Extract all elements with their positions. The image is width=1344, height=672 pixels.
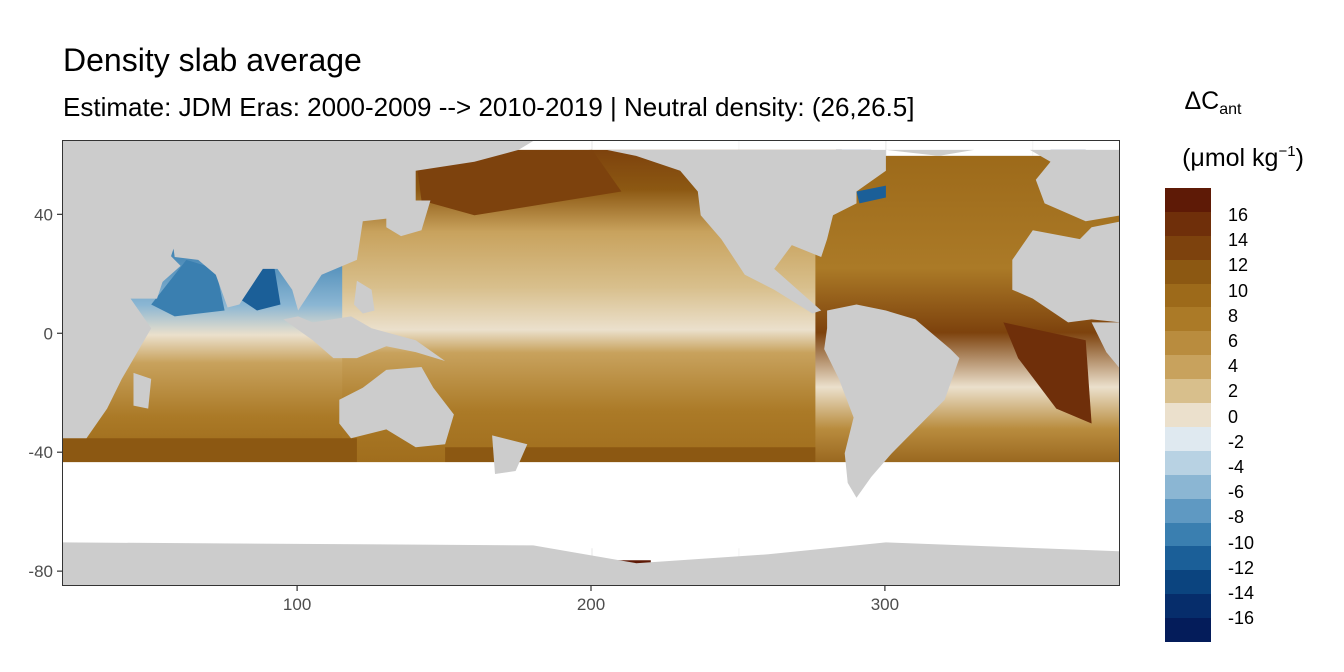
legend-label: -8 <box>1228 507 1245 528</box>
antarctica <box>63 542 1119 585</box>
y-tick-label: 0 <box>44 324 53 343</box>
india <box>215 262 263 305</box>
heatmap-map <box>63 141 1119 585</box>
arabia <box>107 245 181 296</box>
arabian-sea-field <box>151 259 225 317</box>
legend-swatch <box>1165 379 1211 404</box>
madagascar <box>133 372 152 409</box>
x-axis: 100 200 300 <box>283 586 899 614</box>
legend-swatch <box>1165 450 1211 476</box>
legend-label: -10 <box>1228 532 1255 553</box>
legend-title: ΔCant <box>1184 87 1242 118</box>
legend-swatch <box>1165 355 1211 380</box>
africa-west <box>1012 221 1119 323</box>
legend-swatch <box>1165 498 1211 524</box>
legend-label: -2 <box>1228 431 1245 452</box>
philippines <box>354 280 375 314</box>
legend-label: 12 <box>1228 255 1249 276</box>
greenland-tip <box>885 149 975 156</box>
legend-label: -16 <box>1228 608 1255 629</box>
legend-swatch <box>1165 283 1211 308</box>
legend-swatch <box>1165 474 1211 500</box>
legend-swatch <box>1165 594 1211 619</box>
legend-swatch <box>1165 259 1211 285</box>
australia <box>339 367 454 448</box>
japan <box>386 200 431 237</box>
legend-swatch <box>1165 211 1211 237</box>
africa-central <box>1091 322 1119 368</box>
legend-label: -14 <box>1228 583 1255 603</box>
legend-label: 0 <box>1228 406 1239 427</box>
x-tick-label: 100 <box>283 595 311 614</box>
x-tick-label: 200 <box>577 595 605 614</box>
legend-label: -12 <box>1228 557 1255 578</box>
chart-subtitle: Estimate: JDM Eras: 2000-2009 --> 2010-2… <box>63 92 915 122</box>
land-mask <box>63 141 1119 585</box>
legend-swatch <box>1165 403 1211 428</box>
legend-swatch <box>1165 235 1211 261</box>
y-tick-label: -80 <box>28 562 53 581</box>
y-tick-label: 40 <box>34 205 53 224</box>
legend-swatch <box>1165 546 1211 571</box>
legend-swatch <box>1165 570 1211 595</box>
legend-unit: (μmol kg−1) <box>1182 143 1304 172</box>
legend-label: 14 <box>1228 230 1249 251</box>
chart-title: Density slab average <box>63 42 362 78</box>
legend-swatch <box>1165 522 1211 547</box>
legend-label: -4 <box>1228 457 1245 477</box>
labrador-patch-2 <box>856 185 886 204</box>
legend-label: 16 <box>1228 205 1249 225</box>
north-america <box>577 149 886 314</box>
indian-south-band <box>63 438 357 469</box>
legend-colorbar <box>1165 188 1211 643</box>
legend-label: 2 <box>1228 381 1239 402</box>
north-pacific-field <box>415 149 622 216</box>
y-tick-label: -40 <box>28 443 53 462</box>
legend-swatch <box>1165 426 1211 452</box>
south-atlantic-core <box>1003 322 1092 424</box>
legend-swatch <box>1165 618 1211 643</box>
legend-label: 4 <box>1228 356 1239 377</box>
legend-swatch <box>1165 188 1211 213</box>
map-panel <box>62 140 1120 586</box>
legend-swatch <box>1165 331 1211 356</box>
x-tick-label: 300 <box>871 595 899 614</box>
south-america <box>824 304 960 498</box>
europe <box>1029 149 1119 222</box>
africa-east <box>63 141 181 439</box>
legend-label: 8 <box>1228 305 1239 326</box>
new-zealand <box>492 435 528 474</box>
legend-label: 6 <box>1228 331 1239 351</box>
legend-label: 10 <box>1228 280 1249 301</box>
legend-label: -6 <box>1228 482 1245 503</box>
no-data-band <box>63 462 1119 549</box>
eurasia <box>168 141 534 311</box>
y-axis: 40 0 -40 -80 <box>28 205 62 581</box>
maritime-continent <box>283 316 446 361</box>
legend-swatch <box>1165 307 1211 332</box>
